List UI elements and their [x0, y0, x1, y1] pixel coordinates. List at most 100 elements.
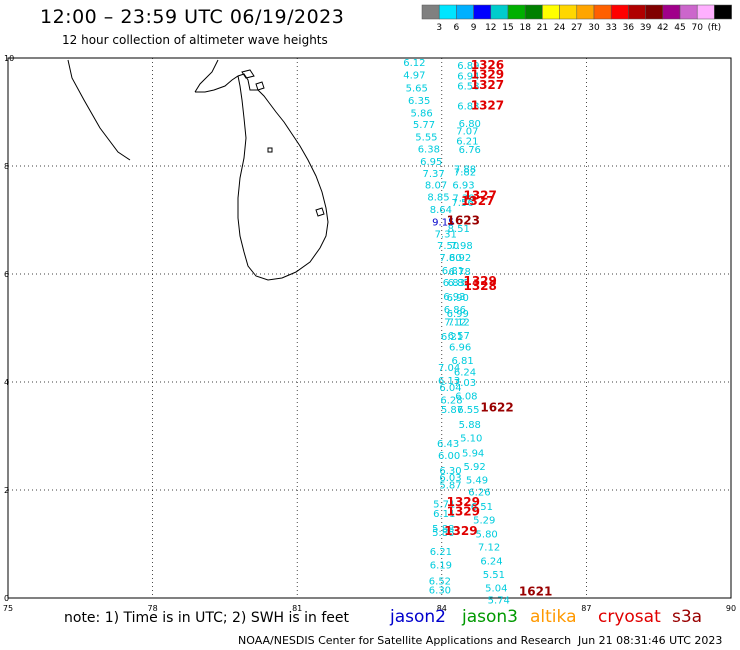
colorbar-label: 42 — [657, 23, 668, 33]
wave-height-value: 7.50 — [437, 241, 459, 252]
wave-height-value: 6.12 — [403, 58, 425, 69]
wave-height-value: 6.21 — [456, 136, 478, 147]
wave-height-value: 8.51 — [448, 224, 470, 235]
coastal-islands — [241, 69, 325, 217]
colorbar-label: (ft) — [708, 23, 722, 33]
wave-height-observations: 6.124.975.656.355.865.775.556.386.957.37… — [403, 58, 510, 606]
map-title: 12:00 – 23:59 UTC 06/19/2023 — [40, 6, 345, 28]
wave-height-value: 8.64 — [430, 205, 452, 216]
wave-height-value: 5.86 — [432, 528, 454, 539]
wave-height-value: 6.55 — [457, 405, 479, 416]
wave-height-value: 7.88 — [454, 164, 476, 175]
wave-height-value: 6.51 — [471, 502, 493, 513]
wave-height-value: 5.86 — [410, 108, 432, 119]
lon-tick-label: 81 — [292, 604, 302, 613]
wave-height-value: 6.03 — [439, 473, 461, 484]
overpass-time-label: 1329 — [447, 504, 480, 518]
colorbar-swatch — [610, 4, 629, 20]
colorbar-label: 12 — [485, 23, 496, 33]
legend-jason2: jason2 — [390, 607, 446, 627]
colorbar-label: 3 — [436, 23, 442, 33]
legend-altika: altika — [530, 607, 577, 627]
colorbar-label: 45 — [674, 23, 685, 33]
wave-height-value: 7.12 — [448, 317, 470, 328]
wave-height-value: 5.10 — [460, 433, 482, 444]
colorbar-label: 33 — [605, 23, 616, 33]
colorbar-swatch — [542, 4, 560, 20]
wave-height-value: 6.04 — [439, 383, 461, 394]
colorbar-label: 70 — [691, 23, 703, 33]
colorbar-swatch — [628, 4, 646, 20]
colorbar-label: 18 — [519, 23, 531, 33]
overpass-time-label: 1327 — [463, 188, 496, 202]
wave-height-value: 5.88 — [459, 420, 481, 431]
colorbar-swatch — [421, 4, 440, 20]
overpass-time-label: 1622 — [480, 401, 513, 415]
lat-tick-label: 8 — [4, 162, 9, 171]
wave-height-value: 5.94 — [462, 449, 484, 460]
wave-height-value: 7.98 — [450, 241, 472, 252]
overpass-time-label: 1327 — [471, 78, 504, 92]
overpass-time-label: 1329 — [447, 495, 480, 509]
overpass-time-label: 1327 — [471, 98, 504, 112]
overpass-time-label: 1621 — [519, 584, 552, 598]
map-frame — [7, 57, 732, 599]
wave-height-value: 6.80 — [459, 119, 481, 130]
colorbar-swatch — [490, 4, 509, 20]
wave-height-value: 6.38 — [418, 145, 440, 156]
wave-height-value: 6.83 — [457, 101, 479, 112]
wave-height-value: 6.58 — [457, 81, 479, 92]
wave-height-value: 6.11 — [433, 509, 455, 520]
wave-height-value: 6.83 — [443, 278, 465, 289]
axis-tick-labels: 75 78 81 84 87 90 0 2 4 6 8 10 — [3, 54, 736, 613]
wave-height-value: 7.56 — [451, 198, 473, 209]
colorbar-legend: 3 6 9 12 15 18 21 24 27 30 33 36 39 42 45 70 (ft) — [421, 4, 732, 33]
wave-height-value: 8.07 — [425, 181, 447, 192]
overpass-time-label: 1327 — [461, 194, 494, 208]
map-subtitle: 12 hour collection of altimeter wave hei… — [62, 33, 328, 47]
colorbar-label: 21 — [537, 23, 548, 33]
lat-tick-label: 4 — [4, 378, 9, 387]
lat-lon-grid — [8, 58, 731, 598]
wave-height-value: 6.76 — [459, 145, 481, 156]
wave-height-value: 7.38 — [452, 194, 474, 205]
wave-height-value: 6.24 — [480, 557, 502, 568]
colorbar-label: 36 — [623, 23, 635, 33]
overpass-time-label: 1329 — [444, 524, 477, 538]
lat-tick-label: 2 — [4, 486, 9, 495]
colorbar-label: 9 — [471, 23, 477, 33]
colorbar-label: 6 — [454, 23, 460, 33]
colorbar-label: 15 — [502, 23, 513, 33]
wave-height-value: 6.95 — [420, 157, 442, 168]
colorbar-swatch — [507, 4, 526, 20]
colorbar-swatch — [473, 4, 492, 20]
wave-height-value: 5.87 — [441, 405, 463, 416]
colorbar-label: 39 — [640, 23, 652, 33]
wave-height-value: 5.04 — [485, 584, 507, 595]
wave-height-value: 5.92 — [463, 462, 485, 473]
colorbar-label: 30 — [588, 23, 600, 33]
lon-tick-label: 87 — [581, 604, 591, 613]
wave-height-value: 6.52 — [429, 577, 451, 588]
wave-height-value: 6.57 — [448, 331, 470, 342]
legend-cryosat: cryosat — [598, 607, 661, 627]
sri-lanka-coastline — [67, 59, 329, 281]
lat-tick-label: 10 — [4, 54, 14, 63]
wave-height-value: 7.82 — [454, 168, 476, 179]
wave-height-value: 9.15 — [432, 217, 454, 228]
generation-timestamp: Jun 21 08:31:46 UTC 2023 — [578, 634, 723, 647]
wave-height-value: 5.77 — [413, 120, 435, 131]
wave-height-value: 6.21 — [430, 547, 452, 558]
wave-height-value: 6.92 — [449, 253, 471, 264]
wave-height-value: 6.96 — [449, 343, 471, 354]
wave-height-value: 5.88 — [432, 524, 454, 535]
wave-height-value: 6.94 — [457, 72, 479, 83]
wave-height-value: 5.29 — [473, 515, 495, 526]
lat-tick-label: 0 — [4, 594, 9, 603]
wave-height-value: 5.55 — [415, 133, 437, 144]
colorbar-label: 27 — [571, 23, 582, 33]
wave-height-value: 6.19 — [430, 560, 452, 571]
wave-height-value: 6.90 — [447, 293, 469, 304]
overpass-time-label: 1623 — [447, 213, 480, 227]
